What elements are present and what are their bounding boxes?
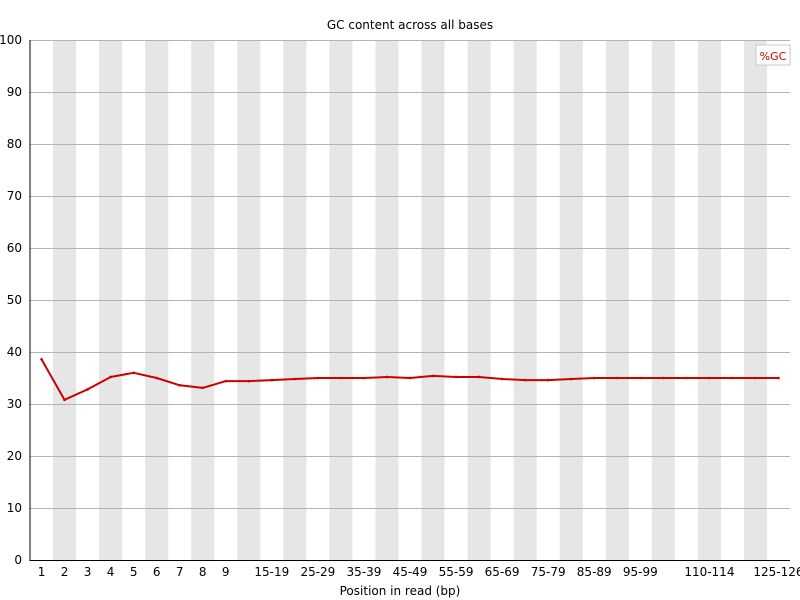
data-point [132, 371, 135, 375]
data-point [339, 376, 343, 380]
data-point [201, 386, 205, 390]
legend: %GC [755, 44, 791, 66]
data-point [523, 378, 527, 382]
data-point [224, 379, 228, 383]
data-point [247, 379, 251, 383]
x-tick-label: 15-19 [254, 565, 289, 579]
x-tick-label: 1 [38, 565, 46, 579]
x-tick-label: 65-69 [485, 565, 520, 579]
y-tick-label: 70 [7, 189, 22, 203]
horizontal-gridlines [30, 40, 790, 509]
data-point [86, 388, 89, 391]
data-point [316, 376, 320, 380]
data-point [63, 398, 66, 402]
data-point [362, 376, 366, 380]
data-point [385, 375, 389, 379]
series-layer [40, 357, 780, 402]
y-tick-label: 40 [7, 345, 22, 359]
data-point [662, 376, 665, 380]
data-point [408, 376, 412, 380]
x-tick-label: 6 [153, 565, 161, 579]
y-tick-label: 60 [7, 241, 22, 255]
data-point [155, 376, 158, 380]
data-point [731, 376, 734, 380]
data-point [615, 376, 619, 380]
y-tick-label: 90 [7, 85, 22, 99]
x-tick-label: 4 [107, 565, 115, 579]
legend-label: %GC [760, 50, 787, 63]
axes [29, 40, 790, 561]
data-point [777, 376, 780, 380]
y-tick-label: 0 [14, 553, 22, 567]
x-tick-label: 7 [176, 565, 184, 579]
data-point [477, 375, 481, 379]
y-tick-label: 100 [0, 33, 22, 47]
chart-title: GC content across all bases [327, 18, 493, 32]
data-point [546, 378, 550, 382]
x-tick-label: 35-39 [347, 565, 382, 579]
y-tick-label: 30 [7, 397, 22, 411]
data-point [708, 376, 711, 380]
y-tick-label: 10 [7, 501, 22, 515]
x-tick-label: 9 [222, 565, 230, 579]
data-point [40, 357, 43, 361]
x-tick-label: 95-99 [623, 565, 658, 579]
data-point [500, 377, 504, 381]
y-tick-label: 50 [7, 293, 22, 307]
x-tick-label: 8 [199, 565, 207, 579]
y-tick-labels: 0 10 20 30 40 50 60 70 80 90 100 [0, 33, 22, 567]
x-tick-label: 2 [61, 565, 69, 579]
x-tick-label: 5 [130, 565, 138, 579]
data-point [431, 374, 435, 378]
data-point [178, 383, 181, 387]
x-tick-label: 110-114 [684, 565, 734, 579]
data-point [109, 375, 112, 379]
data-point [685, 376, 688, 380]
data-point [592, 376, 596, 380]
data-point [270, 378, 274, 382]
legend-box [755, 44, 791, 66]
data-point [454, 375, 458, 379]
x-tick-label: 75-79 [531, 565, 566, 579]
x-tick-label: 45-49 [393, 565, 428, 579]
x-tick-labels: 1 2 3 4 5 6 7 8 9 15-19 25-29 35-39 45-49 55-59 65-69 7… [38, 565, 800, 579]
data-point [293, 377, 297, 381]
y-tick-label: 80 [7, 137, 22, 151]
x-tick-label: 3 [84, 565, 92, 579]
x-axis-label: Position in read (bp) [340, 584, 461, 598]
data-point [569, 377, 573, 381]
x-tick-label: 55-59 [439, 565, 474, 579]
data-point [639, 376, 642, 380]
x-tick-label: 25-29 [300, 565, 335, 579]
x-tick-label: 125-126 [753, 565, 800, 579]
x-tick-label: 85-89 [577, 565, 612, 579]
data-point [754, 376, 757, 380]
y-tick-label: 20 [7, 449, 22, 463]
